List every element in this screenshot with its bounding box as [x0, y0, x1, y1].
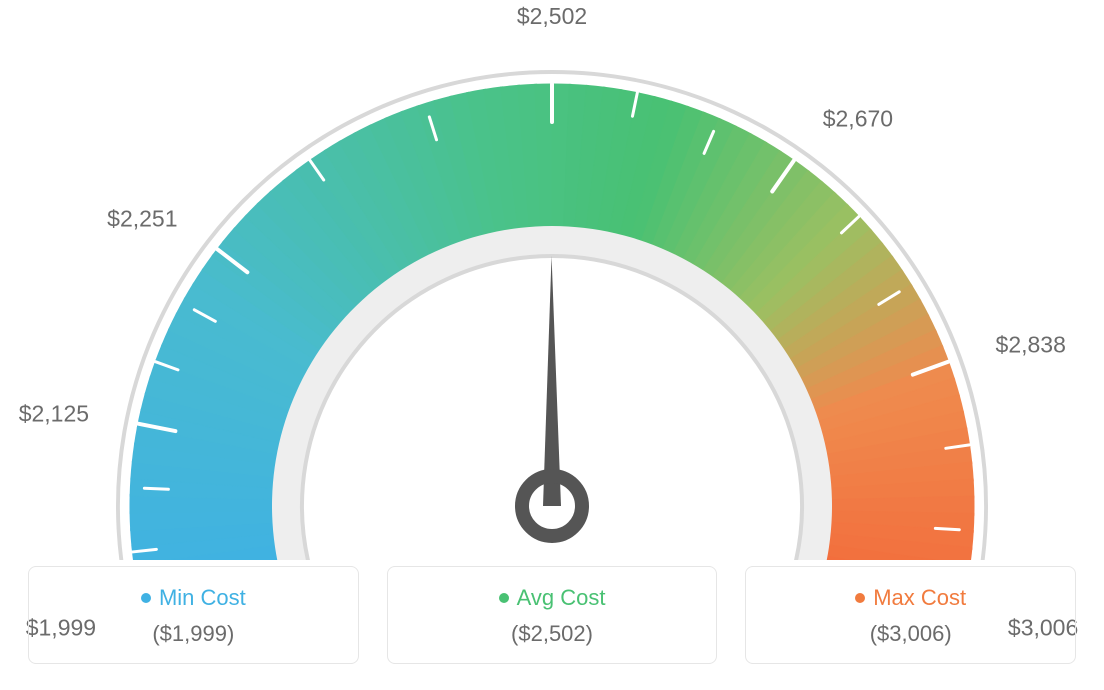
legend-dot-min	[141, 593, 151, 603]
chart-container: $1,999$2,125$2,251$2,502$2,670$2,838$3,0…	[0, 0, 1104, 690]
legend-value-avg: ($2,502)	[398, 621, 707, 647]
legend-head-max: Max Cost	[855, 585, 966, 611]
legend-dot-avg	[499, 593, 509, 603]
gauge-area: $1,999$2,125$2,251$2,502$2,670$2,838$3,0…	[0, 0, 1104, 540]
gauge-tick-label: $2,125	[19, 400, 89, 427]
legend-head-avg: Avg Cost	[499, 585, 606, 611]
gauge-tick-label: $2,838	[996, 331, 1066, 358]
legend-row: Min Cost ($1,999) Avg Cost ($2,502) Max Cost…	[28, 566, 1076, 664]
legend-card-min: Min Cost ($1,999)	[28, 566, 359, 664]
legend-card-max: Max Cost ($3,006)	[745, 566, 1076, 664]
legend-value-min: ($1,999)	[39, 621, 348, 647]
legend-label-max: Max Cost	[873, 585, 966, 611]
legend-card-avg: Avg Cost ($2,502)	[387, 566, 718, 664]
gauge-svg	[0, 0, 1104, 560]
legend-value-max: ($3,006)	[756, 621, 1065, 647]
gauge-tick-label: $2,670	[823, 106, 893, 133]
gauge-tick-label: $2,502	[517, 3, 587, 30]
legend-head-min: Min Cost	[141, 585, 246, 611]
gauge-tick-label: $2,251	[107, 205, 177, 232]
legend-label-avg: Avg Cost	[517, 585, 606, 611]
legend-label-min: Min Cost	[159, 585, 246, 611]
legend-dot-max	[855, 593, 865, 603]
